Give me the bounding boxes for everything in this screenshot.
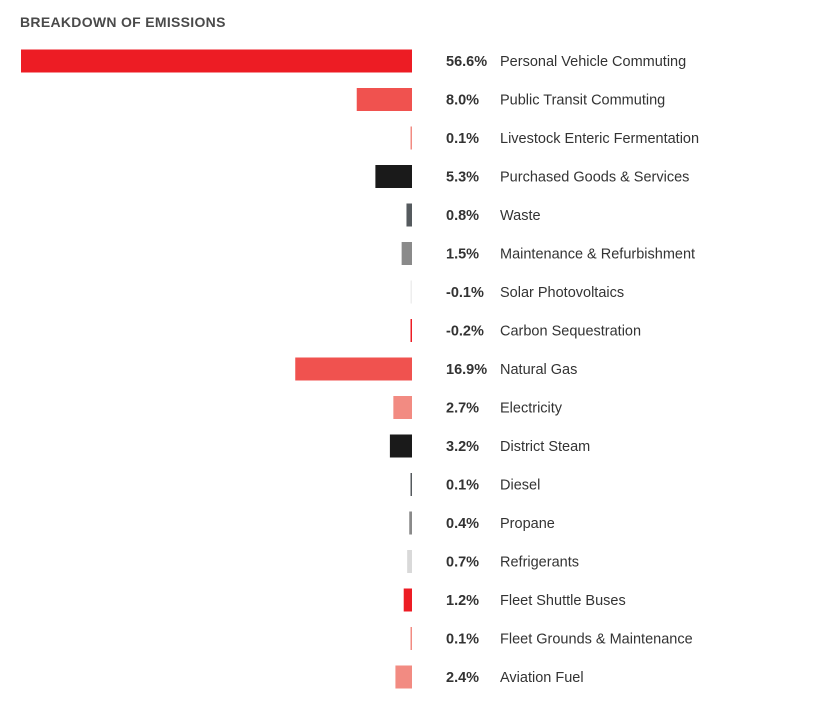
value-label-1: 8.0%	[446, 93, 479, 109]
category-label-4: Waste	[500, 208, 541, 224]
bar-6	[410, 280, 412, 304]
category-label-6: Solar Photovoltaics	[500, 285, 624, 301]
value-label-0: 56.6%	[446, 54, 487, 70]
value-label-8: 16.9%	[446, 362, 487, 378]
value-label-10: 3.2%	[446, 439, 479, 455]
category-label-12: Propane	[500, 516, 555, 532]
value-label-15: 0.1%	[446, 632, 479, 648]
category-label-2: Livestock Enteric Fermentation	[500, 131, 699, 147]
bar-12	[409, 511, 412, 535]
value-label-2: 0.1%	[446, 131, 479, 147]
value-label-7: -0.2%	[446, 324, 484, 340]
bar-3	[375, 165, 412, 188]
bar-13	[407, 550, 412, 573]
category-label-8: Natural Gas	[500, 362, 577, 378]
category-label-15: Fleet Grounds & Maintenance	[500, 632, 693, 648]
value-label-13: 0.7%	[446, 555, 479, 571]
bar-0	[21, 49, 412, 73]
category-label-11: Diesel	[500, 478, 540, 494]
category-label-10: District Steam	[500, 439, 590, 455]
value-label-16: 2.4%	[446, 670, 479, 686]
bar-16	[395, 665, 412, 689]
value-label-9: 2.7%	[446, 401, 479, 417]
bar-4	[406, 203, 412, 227]
category-label-9: Electricity	[500, 401, 563, 417]
value-label-11: 0.1%	[446, 478, 479, 494]
bar-7	[410, 319, 412, 342]
bar-10	[389, 434, 412, 458]
value-label-5: 1.5%	[446, 247, 479, 263]
value-label-3: 5.3%	[446, 170, 479, 186]
bar-14	[403, 588, 412, 612]
category-label-14: Fleet Shuttle Buses	[500, 593, 626, 609]
category-label-13: Refrigerants	[500, 555, 579, 571]
category-label-3: Purchased Goods & Services	[500, 170, 689, 186]
bar-9	[393, 396, 412, 419]
category-label-1: Public Transit Commuting	[500, 93, 665, 109]
chart-title: BREAKDOWN OF EMISSIONS	[20, 14, 226, 30]
value-label-6: -0.1%	[446, 285, 484, 301]
value-label-4: 0.8%	[446, 208, 479, 224]
bar-5	[401, 242, 412, 265]
category-label-16: Aviation Fuel	[500, 670, 584, 686]
category-label-7: Carbon Sequestration	[500, 324, 641, 340]
bar-2	[410, 126, 412, 150]
bar-1	[356, 88, 412, 111]
bar-11	[410, 473, 412, 496]
value-label-14: 1.2%	[446, 593, 479, 609]
value-label-12: 0.4%	[446, 516, 479, 532]
category-label-0: Personal Vehicle Commuting	[500, 54, 686, 70]
bar-15	[410, 627, 412, 650]
category-label-5: Maintenance & Refurbishment	[500, 247, 695, 263]
bar-8	[295, 357, 412, 381]
